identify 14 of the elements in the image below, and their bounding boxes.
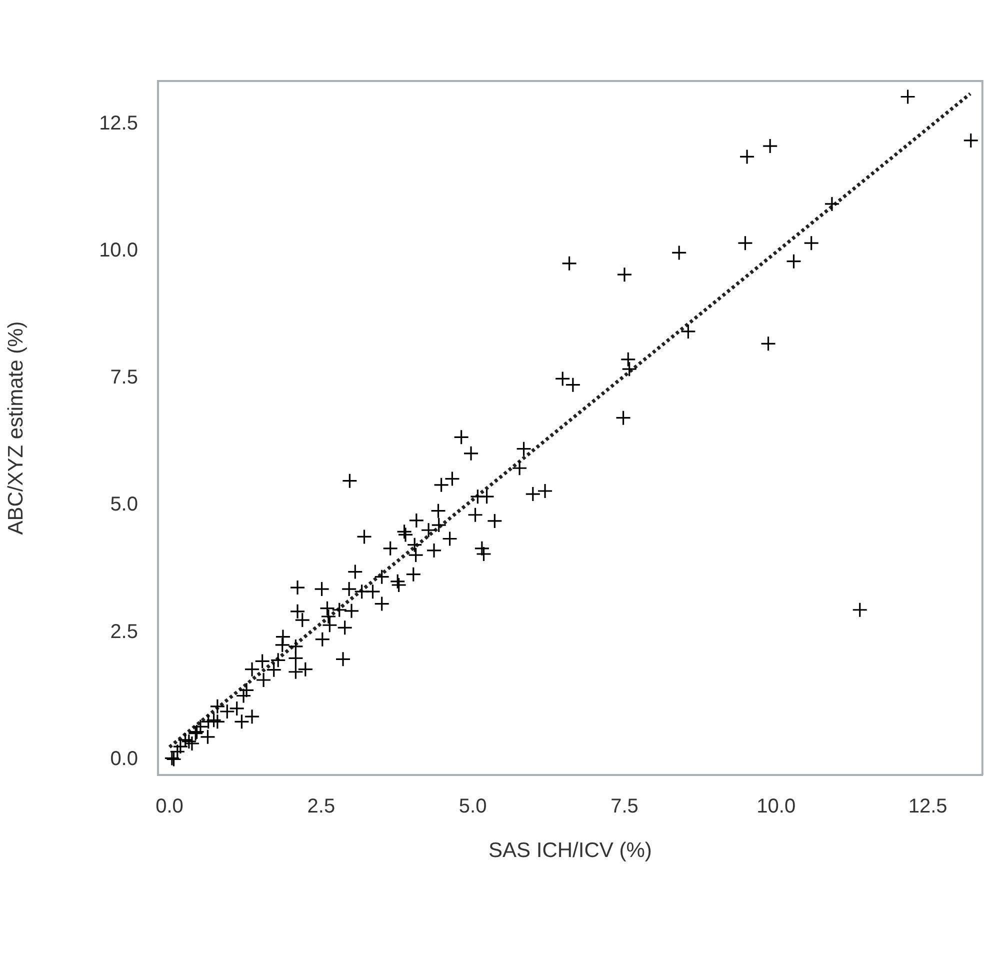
x-tick-label: 10.0 bbox=[756, 796, 796, 818]
y-tick-label: 2.5 bbox=[110, 620, 138, 643]
x-tick-label: 5.0 bbox=[458, 796, 487, 818]
x-axis-title: SAS ICH/ICV (%) bbox=[488, 839, 652, 862]
y-tick-label: 5.0 bbox=[110, 494, 138, 516]
y-tick-label: 10.0 bbox=[99, 240, 138, 262]
x-tick-label: 7.5 bbox=[610, 796, 638, 818]
y-tick-label: 0.0 bbox=[110, 748, 138, 770]
y-tick-label: 12.5 bbox=[99, 112, 138, 135]
x-tick-label: 2.5 bbox=[307, 796, 336, 818]
y-axis-title: ABC/XYZ estimate (%) bbox=[4, 321, 28, 535]
y-tick-label: 7.5 bbox=[110, 366, 138, 389]
x-tick-label: 0.0 bbox=[156, 796, 184, 818]
x-tick-label: 12.5 bbox=[908, 796, 948, 818]
